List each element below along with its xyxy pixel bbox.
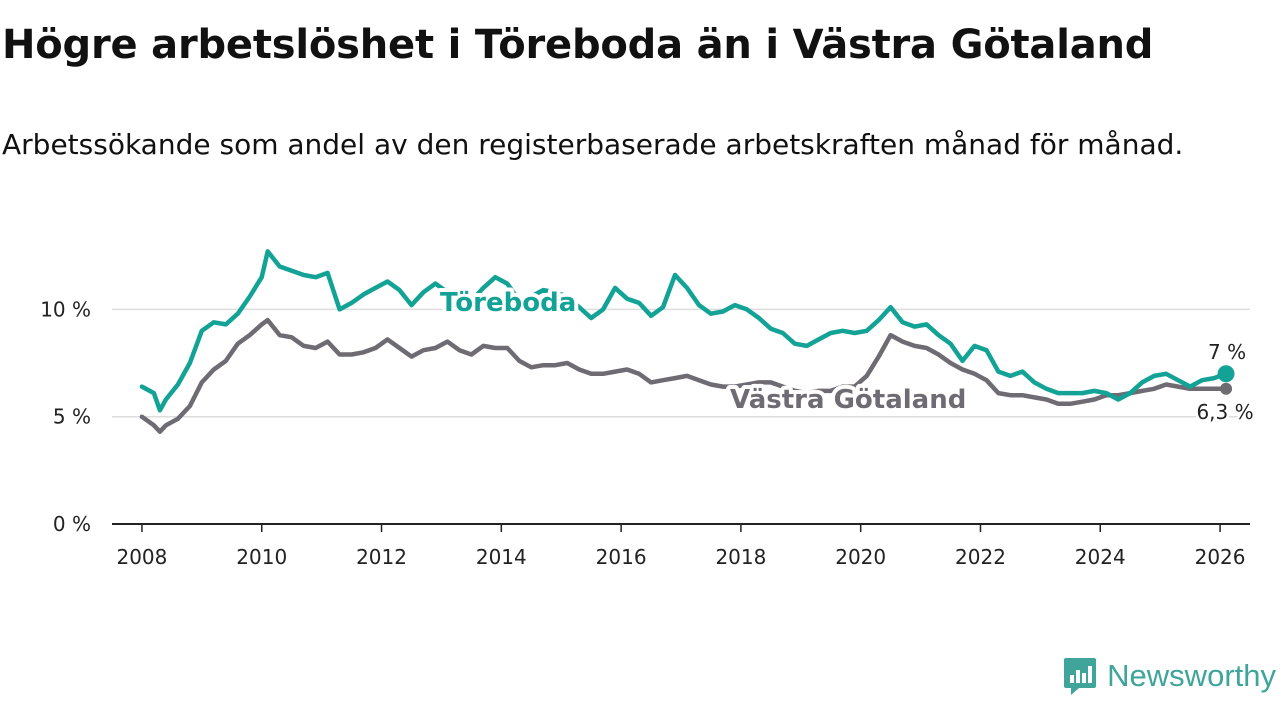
end-marker-toreboda bbox=[1217, 365, 1235, 383]
series-label-vastra-gotaland: Västra Götaland bbox=[730, 385, 966, 415]
end-value-label-vastra-gotaland: 6,3 % bbox=[1196, 400, 1253, 424]
chart-title: Högre arbetslöshet i Töreboda än i Västr… bbox=[2, 22, 1154, 68]
newsworthy-logo-icon bbox=[1064, 658, 1097, 695]
x-tick-label: 2018 bbox=[715, 545, 766, 569]
x-tick-label: 2014 bbox=[476, 545, 527, 569]
series-line-toreboda bbox=[139, 249, 1229, 413]
x-tick-label: 2008 bbox=[116, 545, 167, 569]
x-tick-label: 2010 bbox=[236, 545, 287, 569]
x-tick-label: 2022 bbox=[955, 545, 1006, 569]
end-marker-vastra-gotaland bbox=[1220, 382, 1233, 395]
y-tick-label: 0 % bbox=[53, 512, 91, 536]
y-tick-label: 10 % bbox=[40, 297, 91, 321]
brand-logo: Newsworthy bbox=[1063, 656, 1276, 696]
x-tick-label: 2016 bbox=[596, 545, 647, 569]
x-tick-label: 2026 bbox=[1195, 545, 1246, 569]
series-lines bbox=[139, 249, 1229, 434]
x-tick-label: 2020 bbox=[835, 545, 886, 569]
series-label-toreboda: Töreboda bbox=[440, 288, 576, 318]
labels: Töreboda Västra Götaland 7 % 6,3 % bbox=[436, 284, 1256, 426]
x-tick-label: 2024 bbox=[1075, 545, 1126, 569]
y-tick-label: 5 % bbox=[53, 405, 91, 429]
end-value-label-toreboda: 7 % bbox=[1208, 340, 1246, 364]
x-axis: 2008 2010 2012 2014 2016 2018 2020 2022 2024 2026 bbox=[112, 523, 1250, 569]
series-line-vastra-gotaland bbox=[139, 317, 1229, 434]
grid-lines: 0 % 5 % 10 % bbox=[40, 297, 1250, 536]
x-tick-label: 2012 bbox=[356, 545, 407, 569]
brand-name: Newsworthy bbox=[1107, 658, 1276, 693]
chart-subtitle: Arbetssökande som andel av den registerb… bbox=[2, 128, 1184, 161]
